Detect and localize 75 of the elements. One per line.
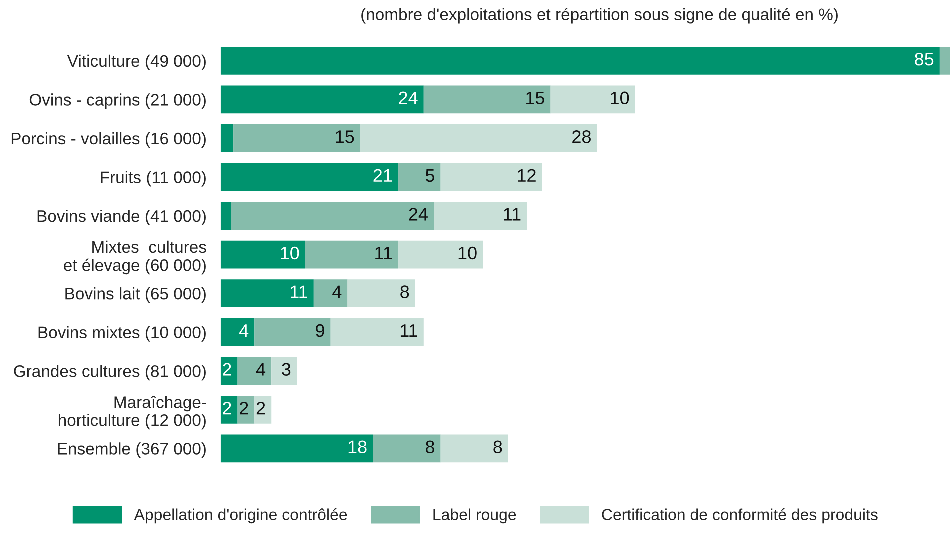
- data-label: 9: [316, 324, 324, 338]
- bar: [360, 124, 598, 152]
- y-tick-label: Ovins - caprins (21 000): [30, 94, 206, 110]
- bar: [220, 280, 314, 308]
- data-label: 4: [332, 286, 342, 298]
- data-label: 2: [256, 402, 266, 415]
- data-label: 11: [290, 286, 308, 298]
- y-tick-label: Bovins viande (41 000): [38, 210, 206, 226]
- bar: [254, 318, 331, 346]
- data-label: 12: [518, 169, 536, 182]
- data-label: 4: [256, 363, 266, 376]
- data-label: 2: [223, 363, 232, 376]
- y-tick-label: Maraîchage- horticulture (12 000): [58, 396, 206, 430]
- bar: [314, 280, 348, 308]
- data-label: 11: [376, 247, 392, 260]
- bar: [434, 202, 528, 230]
- y-tick-label: Viticulture (49 000): [67, 54, 206, 70]
- data-label: 18: [348, 440, 367, 454]
- bar: [234, 124, 360, 152]
- bar: [220, 434, 374, 463]
- bar: [373, 434, 441, 463]
- bar: [440, 163, 542, 192]
- bar: [398, 240, 484, 269]
- bar: [305, 240, 399, 269]
- data-label: 10: [611, 92, 630, 105]
- bar: [220, 202, 232, 230]
- data-label: 11: [400, 324, 418, 338]
- data-label: 15: [526, 92, 544, 105]
- data-label: 8: [400, 286, 410, 298]
- bar: [440, 434, 508, 463]
- bar: [424, 86, 551, 114]
- data-label: 85: [915, 52, 934, 66]
- y-tick-label: Fruits (11 000): [101, 171, 206, 187]
- y-tick-label: Mixtes cultures et élevage (60 000): [64, 240, 206, 275]
- data-label: 24: [409, 208, 428, 221]
- bar: [272, 357, 297, 386]
- bar: [220, 318, 255, 346]
- data-label: 24: [399, 92, 418, 104]
- y-tick-label: Bovins lait (65 000): [66, 288, 206, 304]
- legend-label: Appellation d'origine contrôlée: [134, 508, 348, 524]
- bar: [940, 46, 950, 75]
- bar: [220, 86, 424, 114]
- data-label: 10: [281, 246, 300, 260]
- bar: [220, 240, 306, 269]
- data-label: 3: [282, 363, 291, 376]
- data-label: 2: [223, 402, 232, 415]
- data-label: 8: [494, 440, 502, 454]
- y-tick-label: Bovins mixtes (10 000): [38, 326, 206, 342]
- bar: [231, 202, 434, 230]
- data-label: 4: [240, 324, 249, 338]
- data-label: 8: [426, 440, 434, 454]
- data-label: 15: [336, 130, 354, 144]
- bar: [330, 318, 424, 346]
- bar: [348, 280, 416, 308]
- bar: [254, 396, 272, 424]
- legend-label: Certification de conformité des produits: [602, 508, 878, 524]
- bar: [220, 124, 234, 152]
- data-label: 2: [240, 402, 248, 415]
- bar: [220, 396, 238, 424]
- legend-label: Label rouge: [434, 508, 516, 524]
- bar: [220, 46, 940, 75]
- data-label: 21: [374, 169, 392, 182]
- bar: [238, 357, 272, 386]
- bar: [220, 163, 399, 192]
- chart-subtitle: (nombre d'exploitations et répartition sous signe de qualité en %): [362, 8, 838, 24]
- bar: [550, 86, 636, 114]
- data-label: 11: [504, 208, 521, 221]
- y-tick-label: Grandes cultures (81 000): [14, 365, 206, 381]
- y-tick-label: Porcins - volailles (16 000): [12, 132, 206, 148]
- data-label: 28: [572, 130, 591, 144]
- bar: [220, 357, 238, 386]
- y-tick-label: Ensemble (367 000): [58, 442, 206, 458]
- data-label: 10: [458, 246, 477, 260]
- bar: [398, 163, 441, 192]
- data-label: 5: [426, 169, 435, 182]
